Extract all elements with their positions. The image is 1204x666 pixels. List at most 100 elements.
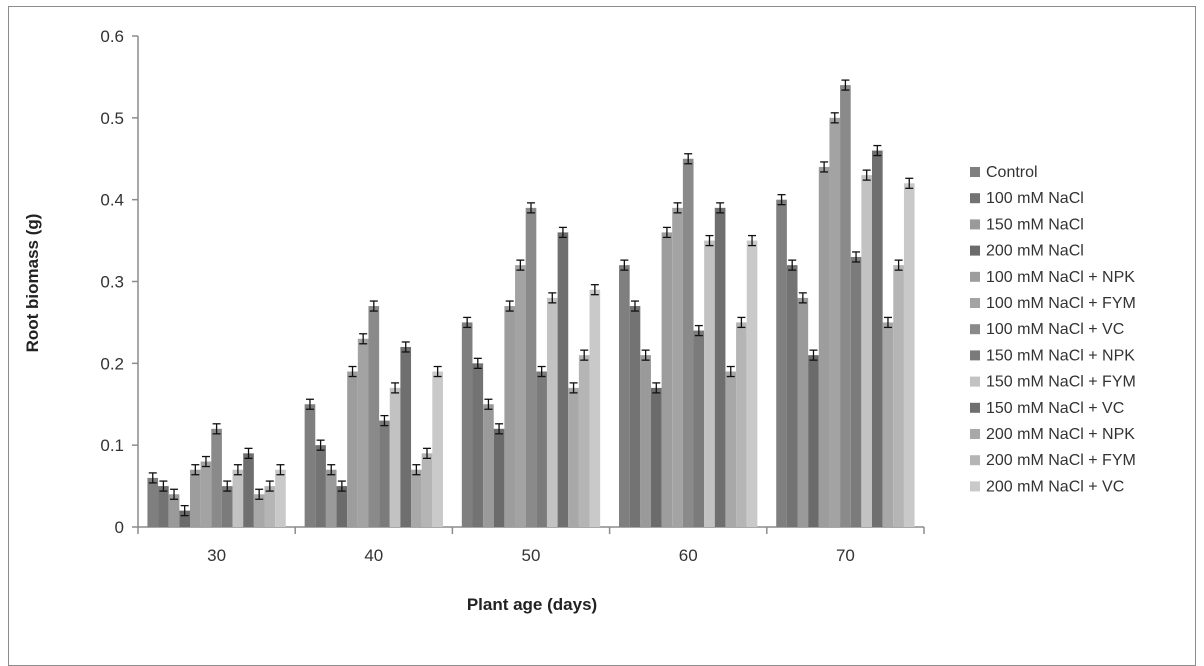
bar bbox=[578, 355, 590, 527]
bar bbox=[179, 510, 190, 527]
bar bbox=[211, 428, 222, 527]
legend-swatch bbox=[970, 324, 980, 335]
bar bbox=[882, 322, 894, 527]
bar bbox=[400, 346, 412, 527]
bar bbox=[872, 150, 883, 528]
bar bbox=[776, 199, 787, 527]
legend-swatch bbox=[970, 350, 980, 361]
y-tick-label: 0 bbox=[115, 518, 124, 537]
bar bbox=[461, 322, 473, 527]
bar bbox=[504, 306, 516, 527]
bar bbox=[315, 445, 326, 527]
bar bbox=[368, 306, 380, 527]
legend-swatch bbox=[970, 219, 980, 230]
y-axis-title: Root biomass (g) bbox=[23, 214, 42, 353]
bar bbox=[650, 387, 662, 527]
legend-swatch bbox=[970, 167, 980, 177]
bar bbox=[808, 355, 819, 527]
legend-swatch bbox=[970, 481, 980, 492]
legend-entry: 100 mM NaCl bbox=[986, 190, 1084, 207]
legend-entry: 200 mM NaCl bbox=[986, 243, 1084, 260]
y-tick-label: 0.3 bbox=[100, 273, 124, 292]
bar bbox=[147, 477, 159, 527]
legend-swatch bbox=[970, 455, 980, 466]
bar bbox=[275, 469, 286, 527]
bar bbox=[536, 371, 547, 527]
y-tick-label: 0.1 bbox=[100, 436, 124, 455]
bar bbox=[818, 166, 830, 527]
bar bbox=[525, 207, 537, 527]
bar bbox=[693, 330, 705, 527]
root-biomass-bar-chart: 0 0.1 0.2 0.3 0.4 0.5 0.6 30 40 50 60 70 Control 100… bbox=[23, 27, 1136, 614]
bar bbox=[243, 453, 254, 527]
x-tick-label: 30 bbox=[207, 546, 226, 565]
legend-swatch bbox=[970, 271, 980, 282]
x-tick-label: 70 bbox=[836, 546, 855, 565]
legend-entry: 150 mM NaCl bbox=[986, 216, 1084, 233]
bar bbox=[158, 486, 169, 527]
bar bbox=[221, 486, 233, 527]
bar bbox=[893, 265, 904, 527]
bar bbox=[619, 265, 630, 527]
bar bbox=[589, 289, 601, 527]
bar bbox=[829, 117, 841, 527]
bar bbox=[746, 240, 758, 528]
legend-entry: 150 mM NaCl + VC bbox=[986, 400, 1124, 417]
chart-frame bbox=[8, 6, 1196, 666]
bar bbox=[704, 240, 715, 528]
bar bbox=[253, 494, 265, 527]
y-tick-label: 0.4 bbox=[100, 191, 124, 210]
bar bbox=[493, 428, 505, 527]
x-tick-label: 40 bbox=[364, 546, 383, 565]
legend-entry: 100 mM NaCl + NPK bbox=[986, 269, 1135, 286]
bar bbox=[557, 232, 569, 527]
bar bbox=[189, 469, 201, 527]
bar bbox=[515, 265, 526, 527]
legend-swatch bbox=[970, 193, 980, 204]
bar bbox=[232, 469, 244, 527]
bar bbox=[850, 256, 862, 527]
bar bbox=[200, 461, 212, 527]
bar bbox=[546, 297, 558, 527]
axis-labels: 0 0.1 0.2 0.3 0.4 0.5 0.6 30 40 50 60 70 bbox=[100, 27, 855, 565]
legend-entry: 100 mM NaCl + VC bbox=[986, 321, 1124, 338]
bar bbox=[483, 404, 494, 527]
legend-entry: 200 mM NaCl + NPK bbox=[986, 426, 1135, 443]
legend-entry: 200 mM NaCl + VC bbox=[986, 478, 1124, 495]
x-axis-title: Plant age (days) bbox=[467, 595, 597, 614]
bar bbox=[661, 232, 673, 527]
bar bbox=[861, 175, 873, 527]
legend-entry: 150 mM NaCl + NPK bbox=[986, 347, 1135, 364]
legend-entry: 200 mM NaCl + FYM bbox=[986, 452, 1136, 469]
bar bbox=[736, 322, 747, 527]
y-tick-label: 0.6 bbox=[100, 27, 124, 46]
bar bbox=[264, 486, 276, 527]
bars bbox=[147, 79, 915, 528]
bar bbox=[325, 469, 337, 527]
legend-swatch bbox=[970, 298, 980, 308]
bar bbox=[725, 371, 737, 527]
legend: Control 100 mM NaCl 150 mM NaCl 200 mM NaCl… bbox=[970, 164, 1136, 495]
legend-swatch bbox=[970, 376, 980, 387]
legend-swatch bbox=[970, 402, 980, 413]
legend-swatch bbox=[970, 429, 980, 439]
bar bbox=[682, 158, 694, 527]
bar bbox=[568, 387, 579, 527]
bar bbox=[411, 469, 422, 527]
bar bbox=[797, 297, 809, 527]
bar bbox=[786, 265, 798, 527]
x-tick-label: 60 bbox=[679, 546, 698, 565]
bar bbox=[629, 306, 641, 527]
legend-entry: 100 mM NaCl + FYM bbox=[986, 295, 1136, 312]
bar bbox=[421, 453, 433, 527]
bar bbox=[379, 420, 390, 527]
bar bbox=[389, 387, 401, 527]
bar bbox=[840, 85, 851, 527]
y-tick-label: 0.2 bbox=[100, 354, 124, 373]
bar bbox=[714, 207, 726, 527]
x-tick-label: 50 bbox=[522, 546, 541, 565]
legend-entry: Control bbox=[986, 164, 1038, 181]
bar bbox=[432, 371, 443, 527]
legend-swatch bbox=[970, 245, 980, 256]
bar bbox=[168, 494, 180, 527]
